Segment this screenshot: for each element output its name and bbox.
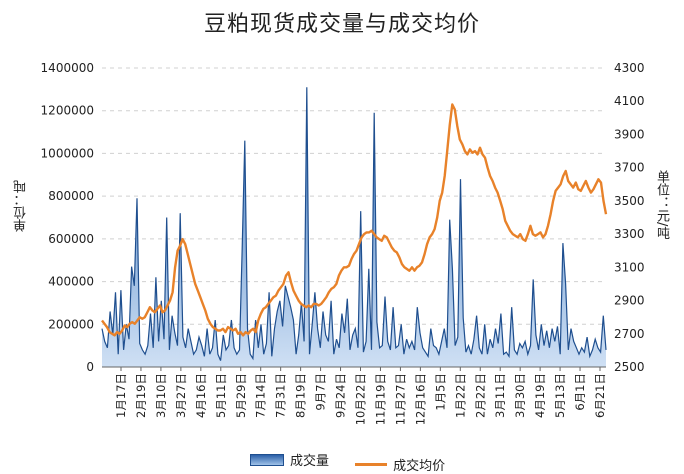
x-tick-label: 8月19日: [294, 373, 308, 418]
chart-title: 豆粕现货成交量与成交均价: [203, 12, 480, 37]
x-tick-label: 3月10日: [154, 373, 168, 418]
y-right-tick-label: 2900: [614, 294, 645, 308]
y-right-tick-label: 3700: [614, 161, 645, 175]
y-right-tick-label: 4300: [614, 61, 645, 75]
legend-item-volume: 成交量: [250, 450, 329, 469]
y-left-tick-label: 200000: [48, 317, 94, 331]
x-tick-label: 5月11日: [214, 373, 228, 418]
gridlines: [102, 67, 606, 325]
x-tick-label: 6月1日: [573, 373, 587, 411]
x-tick-label: 2月19日: [134, 373, 148, 418]
y-right-tick-label: 2700: [614, 327, 645, 341]
y-left-tick-label: 600000: [48, 232, 94, 246]
y-right-tick-label: 3900: [614, 127, 645, 141]
x-tick-label: 5月13日: [553, 373, 567, 418]
legend: 成交量 成交均价: [250, 450, 467, 474]
x-tick-label: 9月7日: [314, 373, 328, 411]
x-tick-label: 2月22日: [473, 373, 487, 418]
x-tick-label: 11月27日: [393, 373, 407, 425]
y-right-tick-label: 4100: [614, 94, 645, 108]
x-tick-label: 1月22日: [453, 373, 467, 418]
y-right-tick-label: 3300: [614, 227, 645, 241]
x-tick-label: 3月27日: [174, 373, 188, 418]
y-left-tick-label: 0: [86, 360, 94, 374]
y-right-tick-label: 3500: [614, 194, 645, 208]
y-left-tick-label: 800000: [48, 189, 94, 203]
x-tick-label: 9月24日: [334, 373, 348, 418]
x-tick-label: 1月17日: [114, 373, 128, 418]
x-tick-label: 4月16日: [194, 373, 208, 418]
x-tick-label: 6月21日: [593, 373, 607, 418]
legend-label-volume: 成交量: [290, 454, 330, 469]
y-left-tick-label: 1400000: [41, 61, 94, 75]
y-right-tick-label: 2500: [614, 360, 645, 374]
series-layer: [101, 87, 608, 367]
legend-item-price: 成交均价: [355, 455, 445, 474]
legend-swatch-volume: [250, 453, 284, 466]
x-tick-label: 11月19日: [373, 373, 387, 425]
legend-swatch-price: [355, 462, 388, 466]
x-tick-label: 10月22日: [354, 373, 368, 425]
y-axis-right: 2500 2700 2900 3100 3300 3500 3700 3900 4100 4300: [614, 61, 645, 374]
x-tick-label: 7月31日: [274, 373, 288, 418]
legend-label-price: 成交均价: [393, 458, 446, 474]
x-tick-label: 3月11日: [493, 373, 507, 418]
x-tick-label: 7月14日: [254, 373, 268, 418]
y-axis-left: 0 200000 400000 600000 800000 1000000 1200000 1…: [41, 61, 94, 374]
y-axis-right-label: 单位：元/吨: [654, 170, 669, 240]
x-tick-label: 1月5日: [433, 373, 447, 411]
x-tick-label: 12月16日: [413, 373, 427, 425]
x-tick-label: 5月29日: [234, 373, 248, 418]
y-left-tick-label: 400000: [48, 275, 94, 289]
x-axis: 1月17日 2月19日 3月10日 3月27日 4月16日 5月11日 5月29日 7月14日…: [102, 366, 607, 425]
price-line: [101, 103, 608, 337]
volume-line: [101, 87, 607, 361]
y-left-tick-label: 1200000: [41, 104, 94, 118]
y-right-tick-label: 3100: [614, 260, 645, 274]
x-tick-label: 4月19日: [533, 373, 547, 418]
x-tick-label: 3月30日: [513, 373, 527, 418]
y-left-tick-label: 1000000: [41, 146, 94, 160]
